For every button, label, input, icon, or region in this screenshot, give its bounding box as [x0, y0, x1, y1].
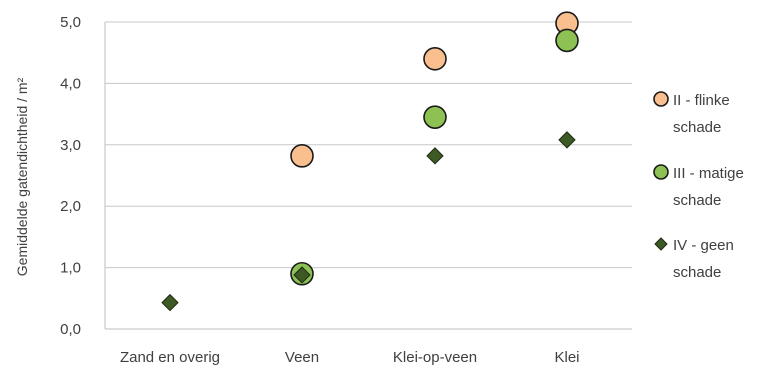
legend-marker [654, 237, 668, 251]
legend-label: III - matige [673, 165, 744, 182]
data-point [426, 147, 444, 165]
data-point [423, 47, 447, 71]
y-tick-label: 4,0 [60, 75, 81, 92]
axes [104, 22, 632, 330]
x-tick-label: Veen [285, 349, 319, 366]
y-tick-label: 2,0 [60, 198, 81, 215]
x-tick-labels: Zand en overig Veen Klei-op-veen Klei [120, 349, 580, 366]
data-point [161, 293, 179, 312]
legend-marker [653, 164, 669, 180]
legend-marker [653, 91, 669, 107]
legend-label: IV - geen [673, 237, 734, 254]
y-tick-label: 1,0 [60, 260, 81, 277]
gridlines [105, 21, 632, 330]
y-tick-labels: 0,0 1,0 2,0 3,0 4,0 5,0 [60, 14, 81, 338]
legend-label: schade [673, 264, 721, 281]
data-point [423, 105, 447, 129]
legend-label: schade [673, 119, 721, 136]
x-tick-label: Zand en overig [120, 349, 220, 366]
legend-label: schade [673, 192, 721, 209]
legend-label: II - flinke [673, 92, 730, 109]
x-tick-label: Klei-op-veen [393, 349, 477, 366]
y-tick-label: 0,0 [60, 321, 81, 338]
legend: II - flinke schade III - matige schade IV - … [653, 91, 744, 281]
data-points [161, 11, 579, 312]
data-point [555, 28, 579, 53]
data-point [558, 131, 576, 149]
y-axis-title: Gemiddelde gatendichtheid / m² [14, 77, 30, 276]
x-tick-label: Klei [554, 349, 579, 366]
y-tick-label: 5,0 [60, 14, 81, 31]
data-point [293, 266, 311, 284]
data-point [290, 144, 314, 168]
y-tick-label: 3,0 [60, 137, 81, 154]
